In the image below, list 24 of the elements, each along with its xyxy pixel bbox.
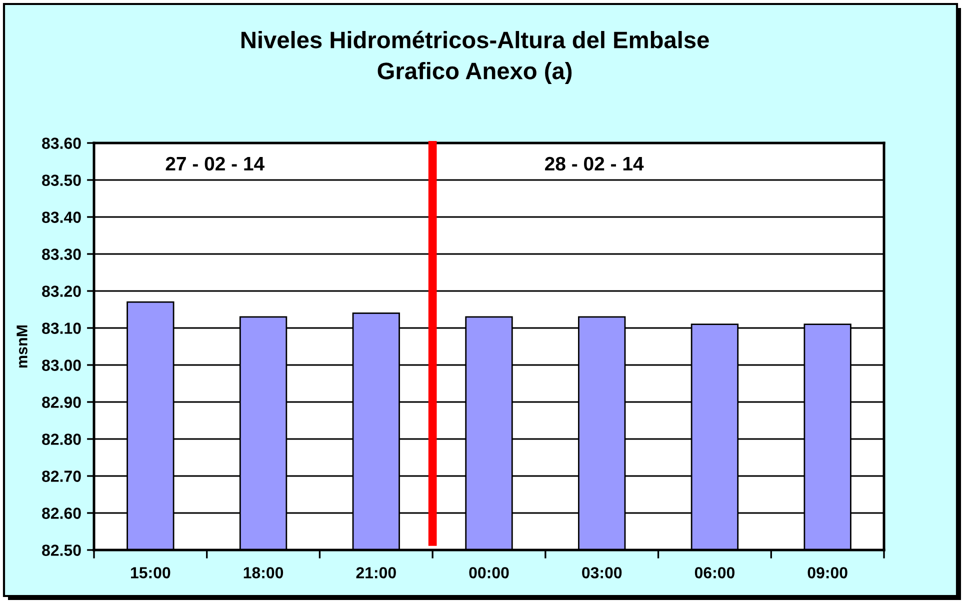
x-tick-label: 21:00: [356, 567, 396, 578]
x-tick-label: 18:00: [244, 567, 284, 578]
y-tick-label: 83.20: [42, 286, 81, 297]
y-axis-title: msnM: [16, 325, 28, 368]
y-tick-label: 83.60: [42, 138, 81, 149]
y-tick-label: 83.50: [42, 174, 81, 186]
y-tick-label: 83.40: [42, 212, 81, 223]
y-tick-label: 82.60: [42, 508, 81, 519]
chart-title: Niveles Hidrométricos-Altura del Embalse: [241, 30, 709, 48]
x-tick-label: 06:00: [694, 567, 734, 578]
x-tick-label: 03:00: [582, 567, 622, 578]
y-tick-label: 82.50: [42, 544, 81, 556]
x-tick-label: 00:00: [469, 567, 509, 578]
annotation: 27 - 02 - 14: [166, 156, 264, 171]
annotation: 28 - 02 - 14: [545, 156, 644, 171]
y-tick-label: 83.10: [42, 322, 81, 334]
y-tick-label: 82.70: [42, 470, 81, 482]
y-tick-label: 83.00: [42, 360, 81, 371]
x-tick-label: 15:00: [131, 567, 170, 578]
x-tick-label: 09:00: [808, 567, 848, 578]
y-tick-label: 82.90: [42, 396, 81, 408]
y-tick-label: 83.30: [42, 248, 81, 260]
chart-subtitle: Grafico Anexo (a): [378, 62, 572, 84]
y-tick-label: 82.80: [42, 434, 81, 445]
